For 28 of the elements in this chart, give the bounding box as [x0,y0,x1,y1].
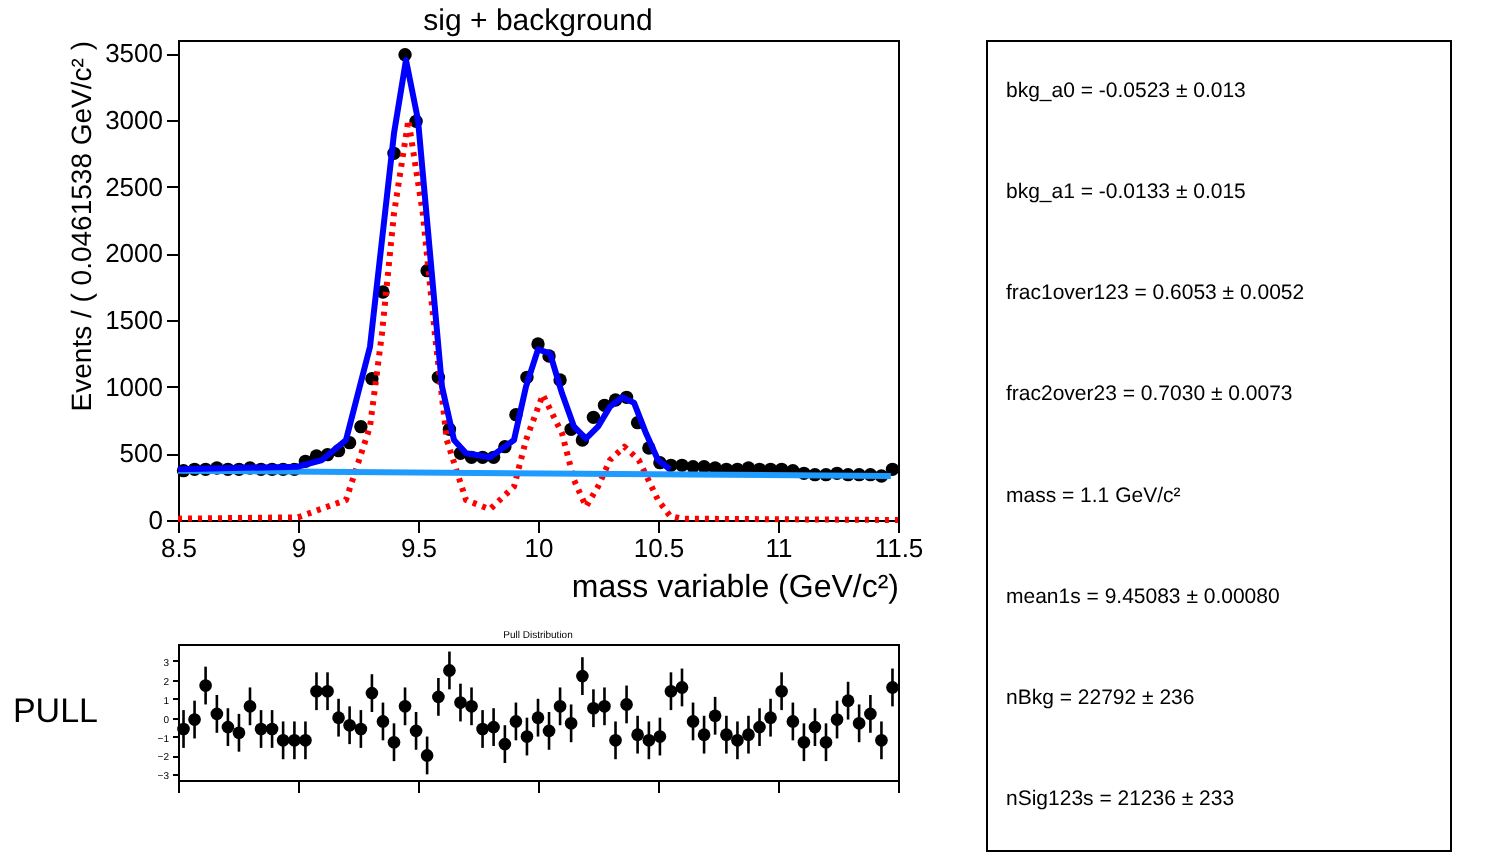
y-tick-label: 1000 [105,371,163,402]
x-tick-label: 10.5 [633,533,685,563]
text: frac1over123 = 0.6053 ± 0.0052 [1006,281,1305,306]
y-axis-title: Events / ( 0.0461538 GeV/c² ) [65,41,98,412]
x-tick-label: 11 [765,533,793,563]
text: nSig123s = 21236 ± 233 [1006,787,1235,812]
text: nBkg = 22792 ± 236 [1006,686,1195,711]
y-tick-label: 3500 [105,38,163,69]
x-tick-label: 8.5 [160,533,198,563]
y-tick-label: 1500 [105,305,163,335]
text: bkg_a1 = -0.0133 ± 0.015 [1006,179,1247,204]
x-tick-label: 9 [291,533,307,563]
chart-title: sig + background [423,4,653,38]
y-tick-label: 3000 [105,105,163,135]
y-tick-label: 2500 [105,171,163,202]
line-series [175,117,901,523]
text: mass = 1.1 GeV/c² [1006,483,1182,508]
y-tick-label: 0 [148,505,163,535]
text: frac2over23 = 0.7030 ± 0.0073 [1006,382,1293,407]
x-tick-label: 11.5 [874,533,924,563]
text: PULL [12,692,98,730]
text: mean1s = 9.45083 ± 0.00080 [1006,584,1280,609]
y-tick-label: 2000 [105,238,163,269]
text: bkg_a0 = -0.0523 ± 0.013 [1006,78,1247,103]
y-tick-label: 500 [119,438,163,469]
x-tick-label: 10 [524,533,554,563]
x-axis-title: mass variable (GeV/c²) [571,571,899,605]
x-tick-label: 9.5 [400,533,438,563]
